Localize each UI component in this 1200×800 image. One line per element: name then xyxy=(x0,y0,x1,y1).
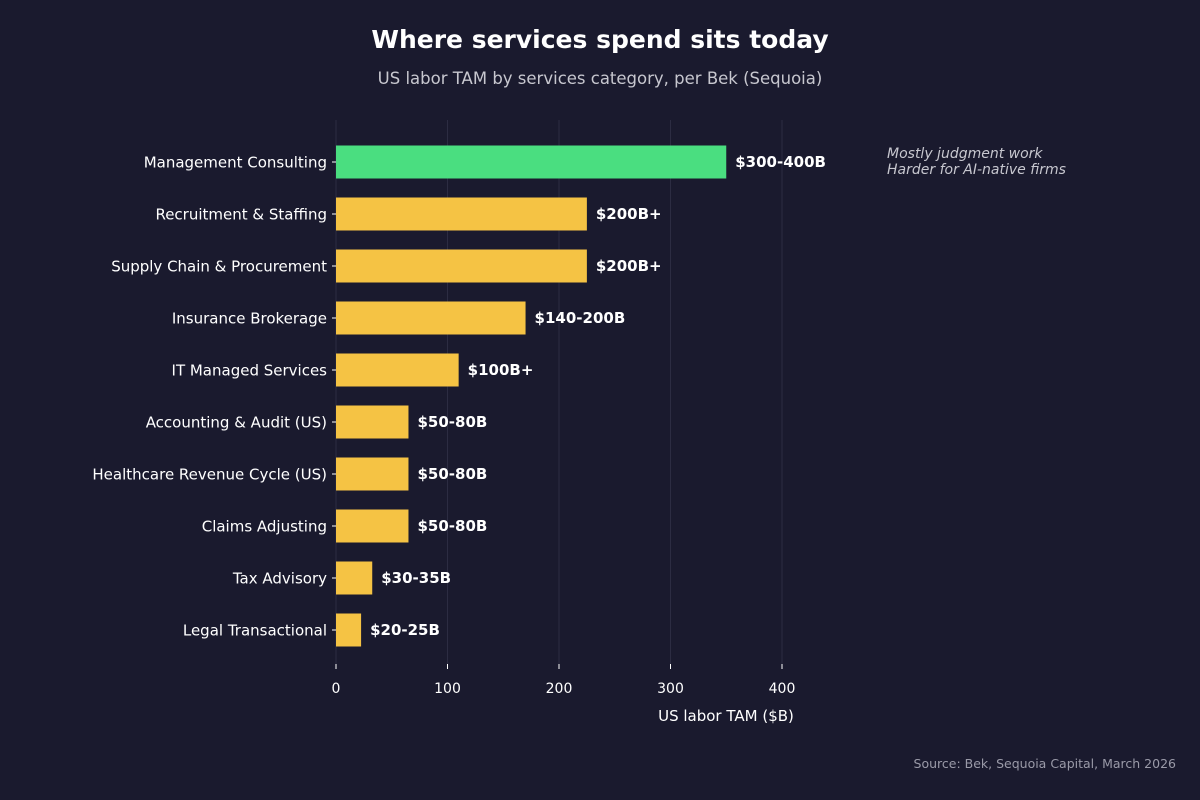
category-label-4: IT Managed Services xyxy=(172,362,328,380)
category-label-3: Insurance Brokerage xyxy=(172,310,327,328)
bar-4 xyxy=(336,353,459,387)
chart-subtitle: US labor TAM by services category, per B… xyxy=(378,69,823,88)
value-label-1: $200B+ xyxy=(596,205,662,223)
x-axis: 0 100 200 300 400 xyxy=(332,664,796,697)
annotation-line-2: Harder for AI-native firms xyxy=(887,162,1066,178)
value-label-6: $50-80B xyxy=(417,465,487,483)
bar-1 xyxy=(336,197,587,231)
bar-0 xyxy=(336,145,727,179)
category-label-0: Management Consulting xyxy=(144,154,327,172)
category-label-1: Recruitment & Staffing xyxy=(155,206,327,224)
value-label-3: $140-200B xyxy=(535,309,626,327)
bar-2 xyxy=(336,249,587,283)
x-tick-label-4: 400 xyxy=(769,681,796,697)
bar-8 xyxy=(336,561,373,595)
bar-7 xyxy=(336,509,409,543)
category-label-6: Healthcare Revenue Cycle (US) xyxy=(92,466,327,484)
chart-title: Where services spend sits today xyxy=(371,25,828,54)
value-label-5: $50-80B xyxy=(417,413,487,431)
category-label-5: Accounting & Audit (US) xyxy=(146,414,327,432)
value-label-9: $20-25B xyxy=(370,621,440,639)
x-tick-label-0: 0 xyxy=(332,681,341,697)
category-label-2: Supply Chain & Procurement xyxy=(111,258,327,276)
bar-6 xyxy=(336,457,409,491)
value-label-2: $200B+ xyxy=(596,257,662,275)
value-label-8: $30-35B xyxy=(381,569,451,587)
source-note: Source: Bek, Sequoia Capital, March 2026 xyxy=(914,756,1177,771)
value-label-7: $50-80B xyxy=(417,517,487,535)
bar-9 xyxy=(336,613,362,647)
x-tick-label-2: 200 xyxy=(546,681,573,697)
value-label-0: $300-400B xyxy=(735,153,826,171)
category-label-8: Tax Advisory xyxy=(232,570,327,588)
value-labels-group: $300-400B $200B+ $200B+ $140-200B $100B+ $50-… xyxy=(370,153,826,639)
category-labels-group: Management Consulting Recruitment & Staff… xyxy=(92,154,336,640)
value-label-4: $100B+ xyxy=(468,361,534,379)
bars-group xyxy=(336,145,727,647)
annotation-line-1: Mostly judgment work xyxy=(887,146,1043,162)
category-label-7: Claims Adjusting xyxy=(202,518,327,536)
bar-3 xyxy=(336,301,526,335)
x-tick-label-1: 100 xyxy=(434,681,461,697)
x-tick-label-3: 300 xyxy=(657,681,684,697)
bar-5 xyxy=(336,405,409,439)
category-label-9: Legal Transactional xyxy=(183,622,327,640)
x-axis-title: US labor TAM ($B) xyxy=(658,707,794,725)
